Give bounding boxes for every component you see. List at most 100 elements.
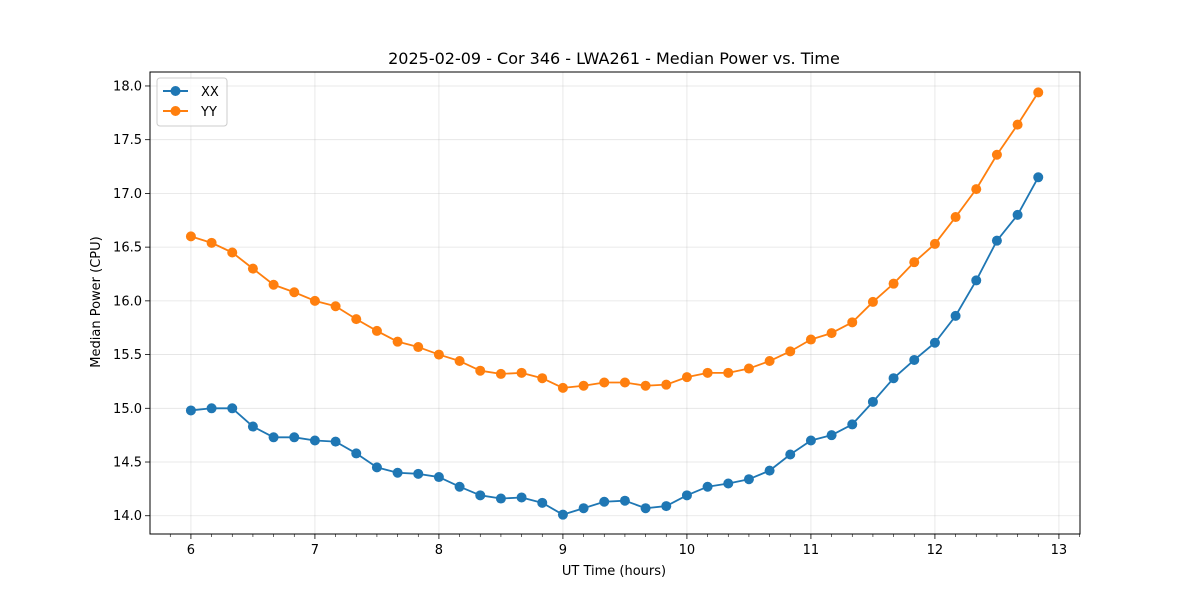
legend-label-xx: XX — [201, 85, 219, 100]
x-tick-label: 13 — [1051, 543, 1068, 558]
data-point-yy — [371, 325, 382, 336]
data-point-yy — [1012, 119, 1023, 130]
grid-layer — [150, 72, 1080, 534]
data-point-yy — [433, 349, 444, 360]
legend-label-yy: YY — [200, 105, 217, 120]
data-point-xx — [1033, 172, 1044, 183]
data-point-yy — [702, 367, 713, 378]
data-point-yy — [557, 382, 568, 393]
data-point-xx — [640, 503, 651, 514]
data-point-xx — [330, 436, 341, 447]
data-point-xx — [702, 481, 713, 492]
data-point-yy — [206, 237, 217, 248]
data-point-yy — [723, 367, 734, 378]
data-point-yy — [991, 149, 1002, 160]
x-tick-label: 12 — [927, 543, 944, 558]
data-point-yy — [475, 365, 486, 376]
data-point-xx — [247, 421, 258, 432]
data-point-xx — [971, 275, 982, 286]
data-point-yy — [247, 263, 258, 274]
data-point-yy — [950, 212, 961, 223]
data-point-yy — [537, 373, 548, 384]
legend-marker-xx — [170, 86, 181, 96]
data-point-xx — [206, 403, 217, 414]
x-tick-label: 11 — [803, 543, 820, 558]
data-point-xx — [371, 462, 382, 473]
data-point-xx — [537, 497, 548, 508]
data-point-xx — [454, 481, 465, 492]
y-tick-label: 15.0 — [113, 402, 142, 417]
data-point-yy — [495, 368, 506, 379]
data-point-xx — [557, 509, 568, 520]
data-point-yy — [909, 257, 920, 268]
x-tick-label: 9 — [559, 543, 567, 558]
x-tick-label: 10 — [679, 543, 696, 558]
data-point-yy — [661, 379, 672, 390]
data-point-xx — [785, 449, 796, 460]
data-point-xx — [516, 492, 527, 503]
data-point-xx — [867, 396, 878, 407]
y-tick-label: 14.0 — [113, 509, 142, 524]
data-point-xx — [475, 490, 486, 501]
data-point-xx — [888, 373, 899, 384]
data-point-xx — [661, 501, 672, 512]
data-point-xx — [764, 465, 775, 476]
data-point-yy — [826, 328, 837, 339]
data-point-yy — [289, 287, 300, 298]
y-axis-label: Median Power (CPU) — [89, 236, 104, 367]
y-tick-label: 17.5 — [113, 133, 142, 148]
data-point-yy — [578, 380, 589, 391]
x-tick-label: 7 — [311, 543, 319, 558]
data-point-yy — [640, 380, 651, 391]
data-point-yy — [681, 372, 692, 383]
legend-marker-yy — [170, 106, 181, 116]
data-point-xx — [847, 419, 858, 430]
data-point-yy — [351, 314, 362, 325]
data-point-xx — [950, 310, 961, 321]
data-point-yy — [599, 377, 610, 388]
y-tick-label: 15.5 — [113, 348, 142, 363]
data-point-xx — [185, 405, 196, 416]
data-point-yy — [847, 317, 858, 328]
data-point-xx — [351, 448, 362, 459]
tick-layer: 6 7 8 9 10 11 12 13 14.0 14.5 15.0 15.5 16.0 16.5 17.0… — [113, 79, 1080, 558]
data-point-xx — [309, 435, 320, 446]
data-point-xx — [392, 467, 403, 478]
y-tick-label: 18.0 — [113, 79, 142, 94]
data-point-yy — [619, 377, 630, 388]
plot-frame — [149, 71, 1081, 535]
data-point-yy — [516, 367, 527, 378]
data-point-xx — [495, 493, 506, 504]
data-point-xx — [578, 503, 589, 514]
data-point-yy — [867, 296, 878, 307]
y-tick-label: 16.0 — [113, 294, 142, 309]
data-point-xx — [743, 474, 754, 485]
data-point-yy — [805, 334, 816, 345]
data-point-xx — [1012, 209, 1023, 220]
y-tick-label: 14.5 — [113, 456, 142, 471]
data-point-xx — [413, 468, 424, 479]
data-point-yy — [743, 363, 754, 374]
data-point-yy — [268, 279, 279, 290]
chart-title: 2025-02-09 - Cor 346 - LWA261 - Median P… — [388, 49, 840, 68]
data-point-xx — [619, 495, 630, 506]
data-point-yy — [971, 184, 982, 195]
data-point-yy — [764, 356, 775, 367]
x-tick-label: 6 — [187, 543, 195, 558]
data-point-yy — [185, 231, 196, 242]
data-point-yy — [454, 356, 465, 367]
data-point-yy — [392, 336, 403, 347]
data-point-xx — [723, 478, 734, 489]
data-point-xx — [805, 435, 816, 446]
data-point-yy — [309, 295, 320, 306]
y-tick-label: 17.0 — [113, 187, 142, 202]
data-point-yy — [413, 342, 424, 353]
data-point-xx — [599, 496, 610, 507]
data-point-xx — [433, 472, 444, 483]
data-point-yy — [785, 346, 796, 357]
data-point-yy — [929, 238, 940, 249]
data-point-yy — [1033, 87, 1044, 98]
data-point-xx — [227, 403, 238, 414]
data-point-xx — [909, 354, 920, 365]
